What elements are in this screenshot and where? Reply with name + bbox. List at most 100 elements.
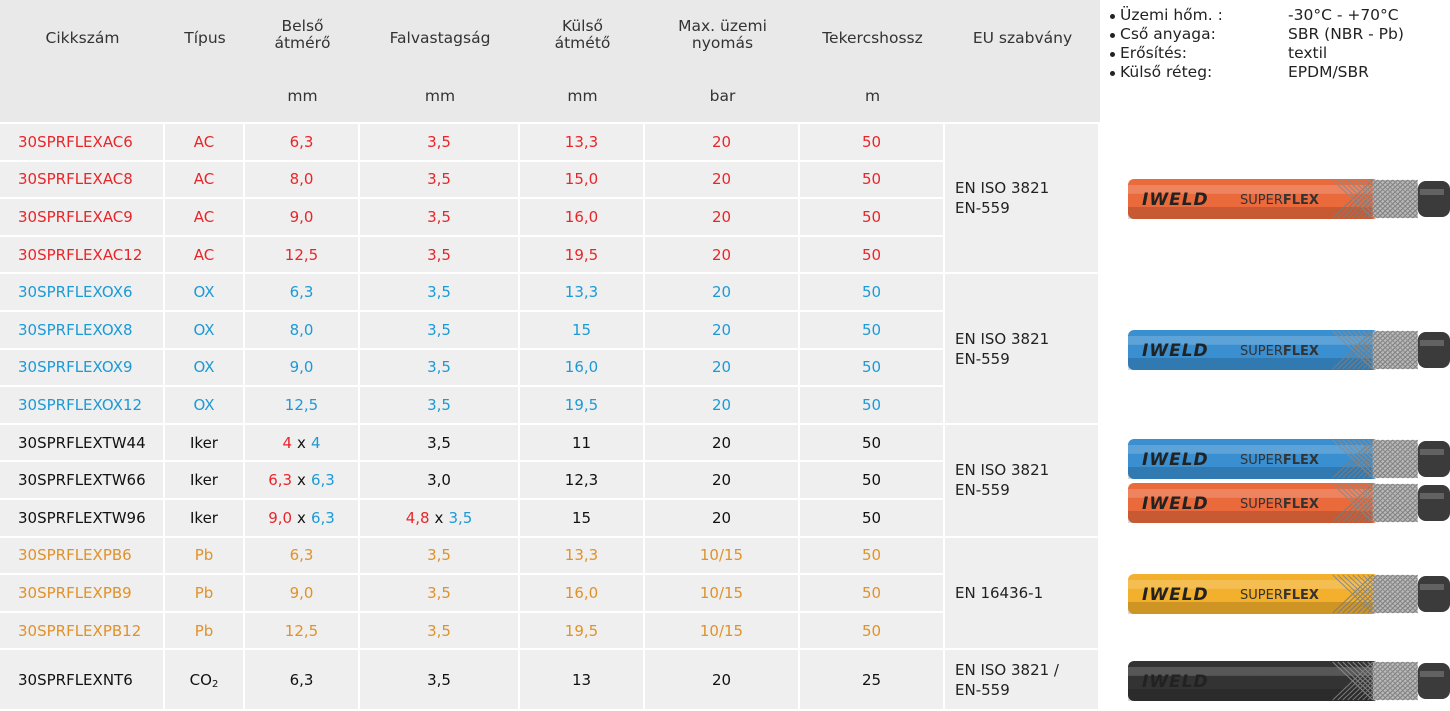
page: CikkszámTípusBelsőátmérőmmFalvastagságmm…	[0, 0, 1450, 711]
table-cell: 50	[800, 199, 945, 237]
table-cell: 20	[645, 387, 800, 425]
table-cell: 8,0	[245, 312, 360, 350]
table-cell: 8,0	[245, 162, 360, 200]
spec-value: -30°C - +70°C	[1288, 6, 1399, 24]
hose-product-bold: FLEX	[1283, 497, 1319, 512]
table-cell: 20	[645, 500, 800, 538]
spec-value: textil	[1288, 44, 1327, 62]
bullet	[1110, 52, 1115, 57]
table-cell: 15	[520, 500, 645, 538]
cell-part: 6,3	[311, 471, 335, 489]
standard-line: EN-559	[955, 198, 1010, 218]
table-cell: Pb	[165, 575, 245, 613]
table-cell: 19,5	[520, 613, 645, 651]
table-cell: 30SPRFLEXOX8	[0, 312, 165, 350]
unit-label: bar	[645, 88, 800, 105]
table-cell: 30SPRFLEXPB6	[0, 538, 165, 576]
hose-tip-shine	[1420, 189, 1444, 195]
hose-product-light: SUPER	[1240, 675, 1283, 690]
hose-tip	[1418, 181, 1450, 217]
hose-tip	[1418, 332, 1450, 368]
table-cell: 30SPRFLEXAC9	[0, 199, 165, 237]
hose-product-light: SUPER	[1240, 453, 1283, 468]
hose-image: IWELDSUPERFLEX	[1128, 439, 1450, 479]
table-cell: Iker	[165, 462, 245, 500]
table-cell: 20	[645, 237, 800, 275]
table-cell: 30SPRFLEXAC6	[0, 124, 165, 162]
header-line: nyomás	[692, 35, 753, 52]
unit-label: mm	[520, 88, 645, 105]
table-cell: 50	[800, 350, 945, 388]
table-cell: 3,5	[360, 312, 520, 350]
unit-label: m	[800, 88, 945, 105]
table-cell: 20	[645, 162, 800, 200]
header-line: átmérő	[274, 35, 330, 52]
table-cell: 13,3	[520, 538, 645, 576]
table-cell: 3,5	[360, 575, 520, 613]
table-cell: 30SPRFLEXOX12	[0, 387, 165, 425]
hose-product-light: SUPER	[1240, 193, 1283, 208]
table-cell: 13,3	[520, 274, 645, 312]
table-cell: 3,5	[360, 650, 520, 711]
table-cell: Iker	[165, 425, 245, 463]
table-cell: 3,5	[360, 613, 520, 651]
table-cell: 10/15	[645, 538, 800, 576]
hose-tip-shine	[1420, 340, 1444, 346]
table-cell: 13	[520, 650, 645, 711]
cell-part: 9,0	[268, 509, 292, 527]
spec-value: SBR (NBR - Pb)	[1288, 25, 1404, 43]
table-cell: AC	[165, 237, 245, 275]
hose-tip	[1418, 441, 1450, 477]
table-cell: 20	[645, 425, 800, 463]
header-line: Tekercshossz	[822, 30, 923, 47]
table-cell: 3,5	[360, 387, 520, 425]
hose-brand: IWELD	[1142, 341, 1209, 361]
table-cell: 12,5	[245, 613, 360, 651]
table-cell: 9,0	[245, 575, 360, 613]
table-cell: 10/15	[645, 575, 800, 613]
cell-part: 4	[311, 434, 321, 452]
standard-line: EN ISO 3821	[955, 329, 1049, 349]
table-cell: 13,3	[520, 124, 645, 162]
table-cell: 10/15	[645, 613, 800, 651]
cell-part: x	[297, 509, 306, 527]
hose-tip	[1418, 576, 1450, 612]
standard-line: EN ISO 3821	[955, 178, 1049, 198]
hose-product-light: SUPER	[1240, 344, 1283, 359]
table-cell: 3,5	[360, 274, 520, 312]
cell-part: 3,5	[448, 509, 472, 527]
table-cell: 12,5	[245, 387, 360, 425]
unit-label: mm	[360, 88, 520, 105]
cell-part: x	[297, 434, 306, 452]
table-cell: 6,3	[245, 538, 360, 576]
table-cell: CO2	[165, 650, 245, 711]
table-cell: 20	[645, 199, 800, 237]
table-cell: 4x4	[245, 425, 360, 463]
header-line: Típus	[184, 30, 226, 47]
hose-tip-shine	[1420, 671, 1444, 677]
table-cell: 50	[800, 237, 945, 275]
cell-part: x	[435, 509, 444, 527]
table-cell: 50	[800, 538, 945, 576]
bullet	[1110, 71, 1115, 76]
hose-image: IWELD SUPERFLEX	[1128, 330, 1450, 370]
table-cell: 50	[800, 575, 945, 613]
table-cell: 30SPRFLEXAC12	[0, 237, 165, 275]
column-header: Falvastagság	[360, 30, 520, 47]
table-cell: 30SPRFLEXPB12	[0, 613, 165, 651]
standard-line: EN-559	[955, 480, 1010, 500]
table-cell: 30SPRFLEXOX6	[0, 274, 165, 312]
hose-product-bold: FLEX	[1283, 453, 1319, 468]
hose-product-bold: FLEX	[1283, 344, 1319, 359]
standard-cell: EN ISO 3821 /EN-559	[945, 650, 1100, 711]
table-cell: 20	[645, 312, 800, 350]
table-cell: 9,0	[245, 350, 360, 388]
table-cell: 6,3	[245, 650, 360, 711]
standard-cell: EN ISO 3821EN-559	[945, 274, 1100, 424]
spec-label: Erősítés:	[1120, 44, 1187, 62]
table-cell: 16,0	[520, 350, 645, 388]
table-cell: OX	[165, 274, 245, 312]
spec-value: EPDM/SBR	[1288, 63, 1369, 81]
